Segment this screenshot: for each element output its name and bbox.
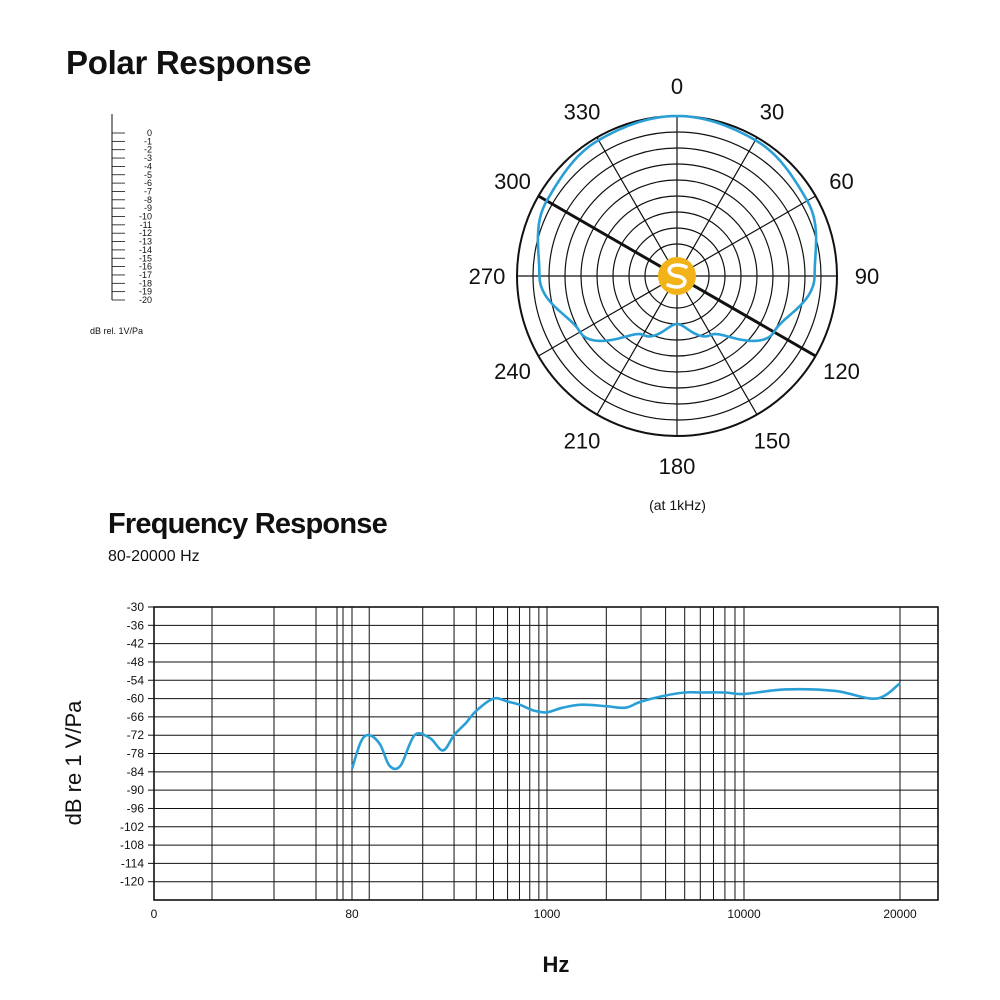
scale-tick-label: -18 (139, 278, 152, 288)
scale-tick-label: -10 (139, 212, 152, 222)
frequency-x-tick-label: 10000 (727, 907, 761, 921)
scale-tick-label: -14 (139, 245, 152, 255)
scale-tick-label: -15 (139, 253, 152, 263)
polar-chart: 0 30 60 90 120 150 180 210 240 270 300 330 (469, 74, 880, 479)
scale-tick-label: -17 (139, 270, 152, 280)
scale-tick-label: -16 (139, 262, 152, 272)
frequency-chart: -30 -36 -42 -48 -54 -60 -66 -72 -78 -84 -90 -96 -102… (61, 600, 939, 977)
frequency-y-tick-label: -60 (127, 692, 145, 706)
polar-angle-label: 300 (494, 169, 531, 194)
scale-tick-label: 0 (147, 128, 152, 138)
polar-angle-label: 30 (760, 99, 784, 124)
frequency-y-axis-label: dB re 1 V/Pa (61, 700, 86, 826)
frequency-y-tick-label: -90 (127, 783, 145, 797)
scale-tick-label: -5 (144, 170, 152, 180)
db-scale-bar: 0-1-2-3-4-5-6-7-8-9-10-11-12-13-14-15-16… (90, 114, 152, 336)
frequency-x-axis-label: Hz (543, 952, 570, 977)
scale-unit-label: dB rel. 1V/Pa (90, 326, 143, 336)
polar-frequency-note: (at 1kHz) (649, 497, 706, 513)
scale-tick-label: -19 (139, 287, 152, 297)
scale-tick-label: -8 (144, 195, 152, 205)
frequency-y-tick-label: -66 (127, 710, 145, 724)
polar-pattern-line (536, 114, 818, 343)
frequency-y-tick-label: -48 (127, 655, 145, 669)
frequency-y-tick-label: -78 (127, 747, 145, 761)
polar-angle-label: 120 (823, 359, 860, 384)
polar-angle-label: 150 (754, 429, 791, 454)
frequency-y-tick-label: -102 (120, 820, 144, 834)
center-logo-mark (666, 263, 688, 289)
polar-angle-label: 270 (469, 264, 506, 289)
polar-angle-label: 210 (564, 429, 601, 454)
scale-tick-label: -7 (144, 186, 152, 196)
polar-response-title: Polar Response (66, 44, 312, 81)
scale-tick-label: -20 (139, 295, 152, 305)
polar-angle-label: 330 (564, 99, 601, 124)
frequency-x-tick-label: 80 (345, 907, 359, 921)
frequency-y-tick-label: -30 (127, 600, 145, 614)
frequency-y-tick-label: -120 (120, 875, 144, 889)
frequency-x-tick-label: 20000 (883, 907, 917, 921)
frequency-y-tick-label: -42 (127, 637, 145, 651)
frequency-x-tick-label: 1000 (534, 907, 561, 921)
frequency-x-tick-label: 0 (151, 907, 158, 921)
frequency-y-tick-label: -84 (127, 765, 145, 779)
polar-angle-label: 0 (671, 74, 683, 99)
frequency-response-line (350, 682, 901, 771)
scale-tick-label: -2 (144, 145, 152, 155)
frequency-y-tick-label: -96 (127, 801, 145, 815)
scale-tick-label: -12 (139, 228, 152, 238)
frequency-y-tick-label: -108 (120, 838, 144, 852)
frequency-y-tick-label: -36 (127, 618, 145, 632)
polar-angle-label: 90 (855, 264, 879, 289)
scale-tick-label: -6 (144, 178, 152, 188)
frequency-range-subtitle: 80-20000 Hz (108, 548, 200, 565)
frequency-y-tick-label: -72 (127, 728, 145, 742)
frequency-y-tick-label: -114 (121, 856, 144, 870)
polar-angle-label: 60 (829, 169, 853, 194)
scale-tick-label: -1 (144, 136, 152, 146)
scale-tick-label: -9 (144, 203, 152, 213)
scale-tick-label: -3 (144, 153, 152, 163)
scale-tick-label: -13 (139, 237, 152, 247)
polar-angle-label: 180 (659, 454, 696, 479)
frequency-response-title: Frequency Response (108, 508, 388, 540)
scale-tick-label: -11 (140, 220, 152, 230)
frequency-y-tick-label: -54 (127, 673, 145, 687)
polar-angle-label: 240 (494, 359, 531, 384)
scale-tick-label: -4 (144, 161, 152, 171)
